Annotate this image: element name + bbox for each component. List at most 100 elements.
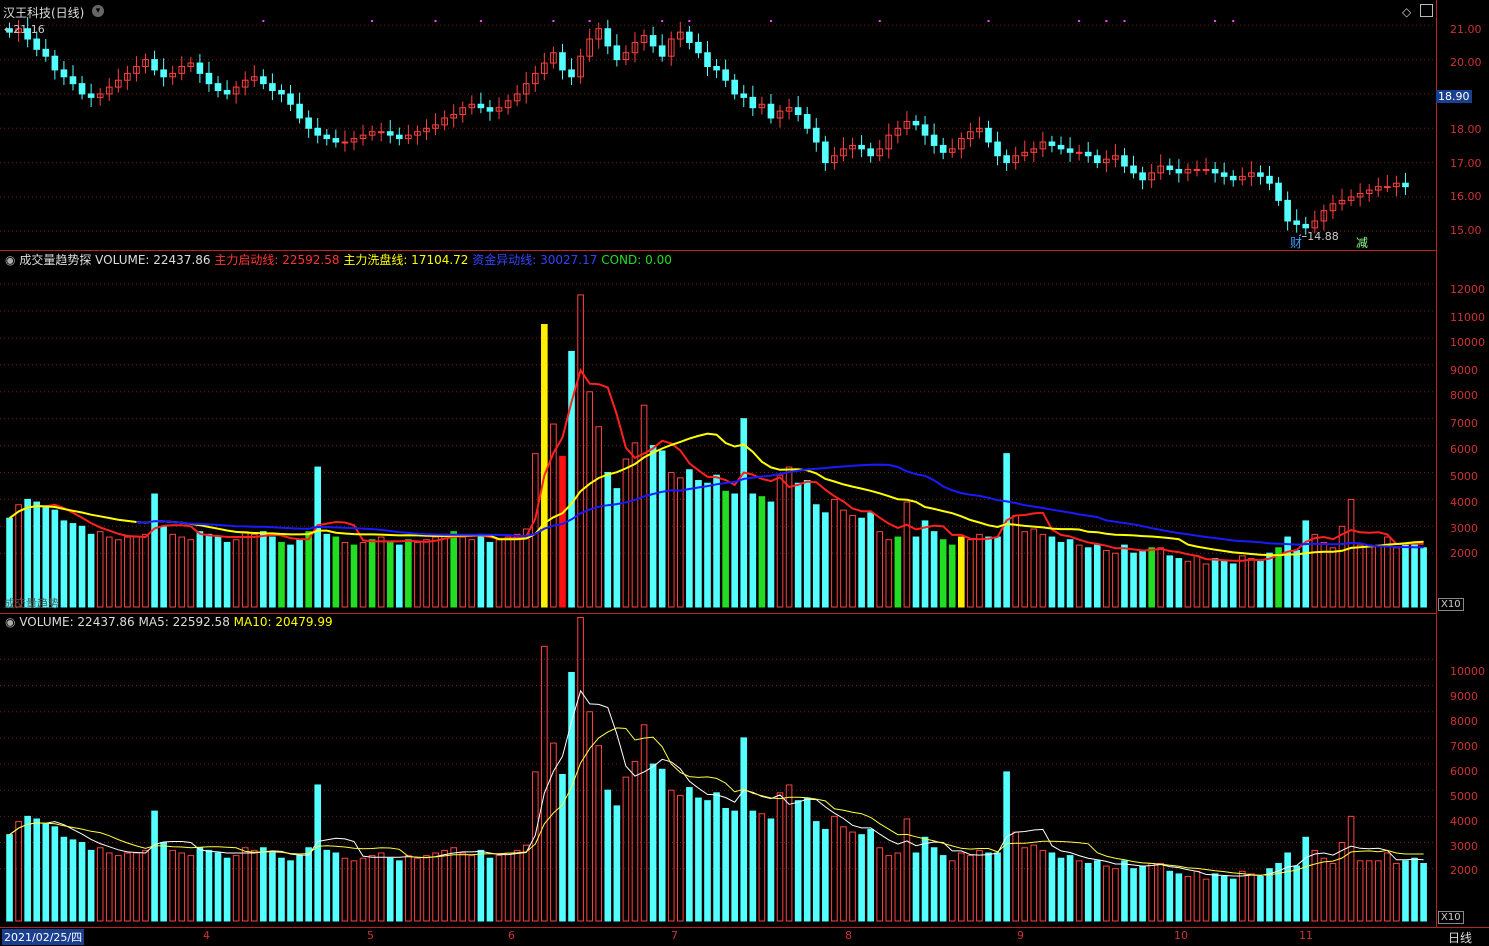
volume-bar: [686, 787, 693, 922]
candle-body: [151, 59, 158, 71]
volume-bar: [359, 857, 367, 922]
volume-bar: [1121, 860, 1128, 922]
indicator-volume-bar: [296, 539, 303, 608]
indicator-volume-bar: [1139, 550, 1146, 608]
finance-marker[interactable]: 财: [1290, 236, 1303, 250]
indicator-volume-bar: [51, 509, 59, 608]
volume-bar: [604, 789, 612, 922]
volume-bar: [622, 776, 630, 922]
settings-icon[interactable]: ◉: [5, 253, 16, 267]
indicator-volume-bar: [722, 490, 729, 608]
settings-icon[interactable]: ◉: [5, 615, 16, 629]
indicator-cond: COND: 0.00: [601, 253, 672, 267]
candle-body: [1329, 203, 1337, 212]
indicator-tick: 6000: [1450, 443, 1478, 456]
candle-body: [1202, 168, 1210, 171]
volume-bar: [939, 855, 947, 922]
indicator-volume-bar: [151, 493, 158, 608]
candle-body: [695, 41, 702, 54]
candle-body: [531, 72, 539, 85]
candle-body: [921, 124, 929, 136]
candle-body: [1402, 182, 1409, 188]
indicator-volume-bar: [1048, 536, 1056, 608]
volume-bar: [450, 847, 458, 922]
indicator-volume-bar: [359, 541, 367, 608]
volume-bar: [51, 826, 59, 922]
volume-tick: 5000: [1450, 790, 1478, 803]
candle-body: [1039, 141, 1047, 150]
indicator-volume-bar: [287, 544, 294, 608]
indicator-volume-bar: [1402, 544, 1409, 608]
indicator-tick: 11000: [1450, 311, 1485, 324]
volume-bar: [142, 849, 149, 922]
indicator-tick: 3000: [1450, 522, 1478, 535]
indicator-volume-bar: [269, 536, 276, 608]
period-label[interactable]: 日线: [1448, 931, 1473, 945]
candle-body: [1384, 186, 1391, 189]
indicator-volume-bar: [957, 536, 965, 608]
indicator-volume-bar: [305, 531, 312, 608]
indicator-volume-bar: [867, 512, 874, 608]
volume-value: VOLUME: 22437.86: [19, 615, 135, 629]
candle-body: [1048, 141, 1056, 146]
volume-tick: 2000: [1450, 864, 1478, 877]
candle-body: [541, 62, 548, 74]
candle-body: [78, 83, 86, 95]
volume-bar: [341, 857, 349, 922]
indicator-volume-bar: [840, 509, 847, 608]
indicator-volume-bar: [676, 477, 684, 608]
indicator-volume-bar: [831, 498, 838, 608]
fund-line: [136, 463, 1424, 549]
month-tick: 11: [1299, 929, 1313, 942]
candle-body: [169, 72, 177, 78]
indicator-volume-bar: [985, 536, 992, 608]
candle-body: [114, 79, 122, 88]
indicator-volume-bar: [1293, 550, 1301, 608]
volume-bar: [495, 855, 503, 922]
volume-bar: [160, 842, 167, 922]
volume-bar: [758, 813, 766, 922]
candle-body: [803, 114, 811, 129]
candle-body: [105, 86, 113, 95]
indicator-volume-bar: [459, 536, 467, 608]
price-axis-border: [1436, 0, 1437, 928]
panel-separator-2[interactable]: [0, 613, 1436, 614]
volume-bar: [994, 852, 1001, 922]
volume-bar: [541, 645, 548, 922]
indicator-volume-bar: [24, 498, 31, 608]
candle-body: [1139, 172, 1146, 181]
volume-bar: [314, 784, 322, 922]
indicator-volume-bar: [504, 536, 512, 608]
indicator-volume-bar: [1302, 520, 1310, 608]
candle-body: [350, 138, 358, 143]
indicator-volume-bar: [1248, 558, 1255, 608]
volume-bar: [1066, 855, 1074, 922]
chevron-down-icon[interactable]: ▾: [92, 5, 104, 17]
candle-body: [133, 65, 140, 74]
candle-body: [1266, 175, 1273, 184]
volume-bar: [405, 855, 412, 922]
volume-bar: [1202, 878, 1210, 922]
indicator-scale-badge: X10: [1438, 598, 1464, 611]
volume-bar: [812, 821, 820, 922]
signal-dot: [479, 20, 482, 22]
volume-bar: [151, 810, 158, 922]
reduction-marker[interactable]: 减: [1356, 236, 1369, 250]
candle-body: [323, 134, 331, 140]
indicator-volume-bar: [577, 294, 584, 608]
candle-body: [6, 28, 13, 33]
volume-bar: [767, 818, 775, 922]
candle-body: [840, 148, 847, 157]
volume-bar: [1175, 873, 1183, 922]
volume-bar: [377, 852, 385, 922]
volume-bar: [1347, 815, 1355, 922]
panel-separator-1[interactable]: [0, 250, 1436, 251]
diamond-icon[interactable]: ◇: [1402, 5, 1412, 19]
indicator-volume-bar: [323, 533, 331, 608]
maximize-icon[interactable]: [1420, 4, 1433, 17]
volume-tick: 10000: [1450, 665, 1485, 678]
indicator-name[interactable]: 成交量趋势探: [19, 253, 92, 267]
candle-body: [1066, 148, 1074, 153]
volume-scale-badge: X10: [1438, 911, 1464, 924]
